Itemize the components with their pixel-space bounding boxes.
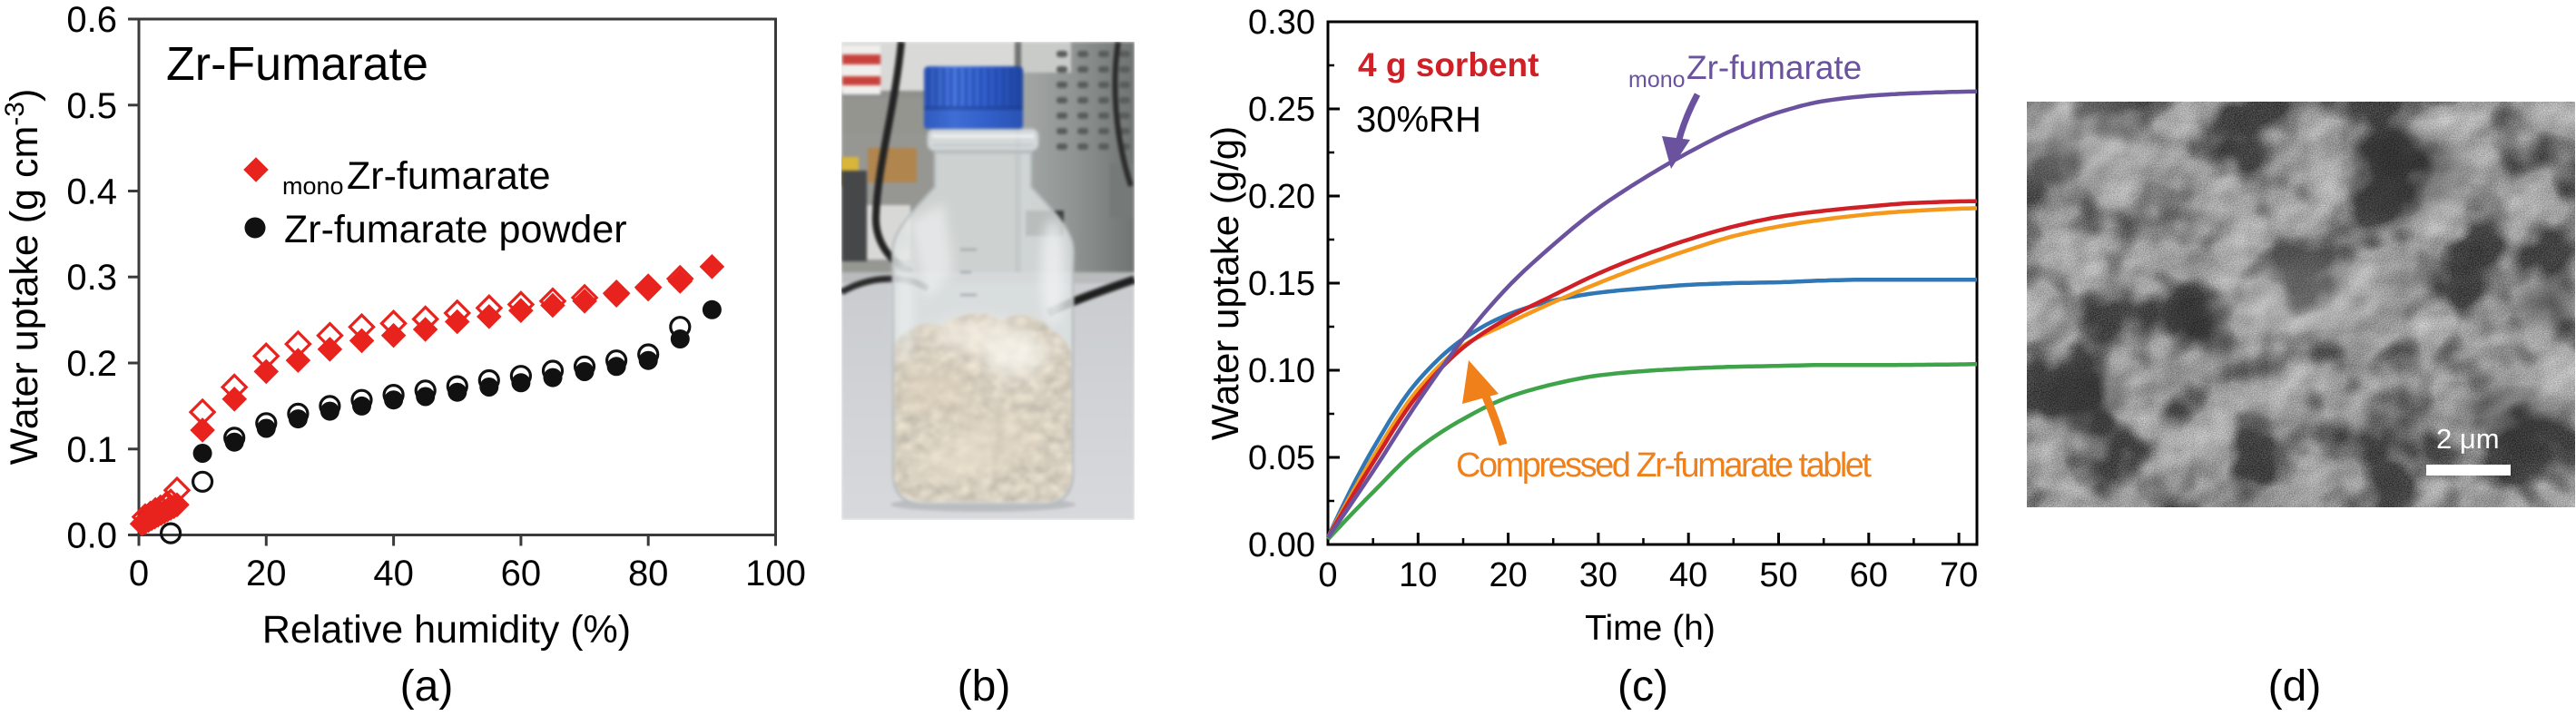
svg-text:(c): (c) [1617,662,1668,711]
svg-text:0.5: 0.5 [66,86,117,126]
svg-text:20: 20 [246,554,287,593]
svg-text:Compressed Zr-fumarate tablet: Compressed Zr-fumarate tablet [1456,446,1872,485]
svg-text:2 μm: 2 μm [2436,423,2500,455]
svg-text:0.05: 0.05 [1248,439,1315,477]
svg-text:40: 40 [1669,556,1707,594]
svg-text:0.2: 0.2 [66,344,117,384]
svg-text:0.3: 0.3 [66,258,117,298]
svg-text:30%RH: 30%RH [1356,100,1481,140]
svg-text:mono: mono [282,172,344,200]
svg-text:60: 60 [501,554,542,593]
svg-text:0.30: 0.30 [1248,4,1315,42]
svg-text:20: 20 [1489,556,1527,594]
svg-text:(b): (b) [958,662,1011,711]
svg-text:4 g sorbent: 4 g sorbent [1358,46,1539,83]
svg-text:0.25: 0.25 [1248,91,1315,129]
svg-text:80: 80 [628,554,669,593]
svg-text:0.4: 0.4 [66,172,117,212]
svg-text:Zr-fumarate: Zr-fumarate [347,154,551,198]
svg-text:Time (h): Time (h) [1585,609,1716,648]
svg-text:0.6: 0.6 [66,0,117,40]
svg-text:60: 60 [1850,556,1888,594]
svg-text:0.20: 0.20 [1248,178,1315,216]
svg-text:0.1: 0.1 [66,430,117,470]
svg-text:(a): (a) [400,662,454,711]
svg-text:40: 40 [373,554,414,593]
svg-text:10: 10 [1399,556,1437,594]
svg-text:Zr-Fumarate: Zr-Fumarate [166,38,428,91]
svg-text:70: 70 [1940,556,1978,594]
svg-text:Water uptake (g/g): Water uptake (g/g) [1204,126,1246,440]
svg-text:100: 100 [745,554,806,593]
svg-text:0: 0 [129,554,149,593]
svg-text:30: 30 [1579,556,1617,594]
svg-text:Zr-fumarate powder: Zr-fumarate powder [284,208,627,251]
svg-text:(d): (d) [2268,662,2322,711]
svg-text:Zr-fumarate: Zr-fumarate [1686,49,1862,86]
svg-text:Water uptake (g cm-3): Water uptake (g cm-3) [0,89,46,466]
svg-text:0.0: 0.0 [66,516,117,556]
svg-text:50: 50 [1759,556,1797,594]
svg-text:0.00: 0.00 [1248,526,1315,564]
svg-text:mono: mono [1628,67,1686,93]
svg-text:0.10: 0.10 [1248,352,1315,390]
svg-text:0: 0 [1318,556,1337,594]
svg-text:Relative humidity (%): Relative humidity (%) [262,608,631,652]
svg-text:0.15: 0.15 [1248,265,1315,303]
